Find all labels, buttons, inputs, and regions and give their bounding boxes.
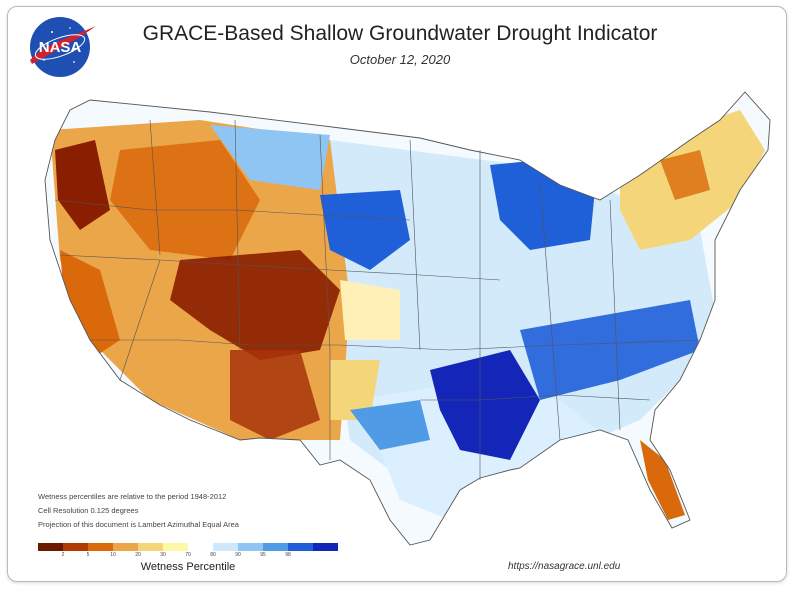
- region-severe-dry-colorado: [170, 250, 340, 360]
- legend-tick-label: 30: [160, 552, 166, 558]
- region-light-dry-texas: [330, 360, 380, 420]
- legend-tick-label: 5: [86, 552, 90, 558]
- legend-swatch: [238, 543, 263, 551]
- legend-swatch: [163, 543, 188, 551]
- legend-swatch: [38, 543, 63, 551]
- region-moderate-dry-california: [60, 250, 120, 360]
- legend-swatch: [263, 543, 288, 551]
- legend-tick-label: 2: [61, 552, 65, 558]
- region-wet-lower-mississippi: [430, 350, 540, 460]
- legend-swatch: [113, 543, 138, 551]
- legend-tick-label: 90: [235, 552, 241, 558]
- map-date: October 12, 2020: [349, 52, 451, 67]
- source-url: https://nasagrace.unl.edu: [508, 561, 621, 572]
- map-notes: Wetness percentiles are relative to the …: [38, 490, 239, 532]
- legend-tick-label: 98: [285, 552, 291, 558]
- legend-tick-label: 95: [260, 552, 266, 558]
- nasa-logo: NASA: [30, 17, 96, 77]
- region-wet-southeast: [520, 300, 700, 400]
- note-resolution: Cell Resolution 0.125 degrees: [38, 506, 139, 515]
- state-boundaries: [44, 91, 771, 546]
- legend-color-bar: [38, 543, 338, 551]
- legend-swatch: [313, 543, 338, 551]
- svg-text:NASA: NASA: [39, 39, 82, 56]
- legend-swatch: [213, 543, 238, 551]
- region-dry-florida: [640, 440, 685, 520]
- legend-swatch: [88, 543, 113, 551]
- region-moderate-dry-new-york: [660, 150, 710, 200]
- region-severe-dry-nw-coast: [55, 140, 110, 230]
- legend-swatch: [188, 543, 213, 551]
- wetness-legend: 2 5 10 20 30 70 80 90 95 98 Wetness Percentile: [38, 543, 340, 573]
- region-moderate-wet-northern-plains: [210, 125, 330, 190]
- note-projection: Projection of this document is Lambert A…: [38, 520, 239, 529]
- legend-tick-label: 10: [110, 552, 116, 558]
- region-wet-north-dakota: [320, 190, 410, 270]
- legend-ticks: 2 5 10 20 30 70 80 90 95 98: [38, 551, 338, 559]
- note-period: Wetness percentiles are relative to the …: [38, 492, 227, 501]
- legend-swatch: [288, 543, 313, 551]
- map-title: GRACE-Based Shallow Groundwater Drought …: [142, 22, 658, 45]
- legend-tick-label: 20: [135, 552, 141, 558]
- region-pale-dry-kansas: [340, 280, 400, 340]
- legend-tick-label: 80: [210, 552, 216, 558]
- legend-swatch: [138, 543, 163, 551]
- region-moderate-wet-west-texas: [350, 400, 430, 450]
- legend-swatch: [63, 543, 88, 551]
- region-severe-dry-southwest: [230, 350, 320, 440]
- legend-tick-label: 70: [185, 552, 191, 558]
- legend-title: Wetness Percentile: [140, 561, 236, 573]
- region-moderate-dry-nw: [110, 140, 260, 260]
